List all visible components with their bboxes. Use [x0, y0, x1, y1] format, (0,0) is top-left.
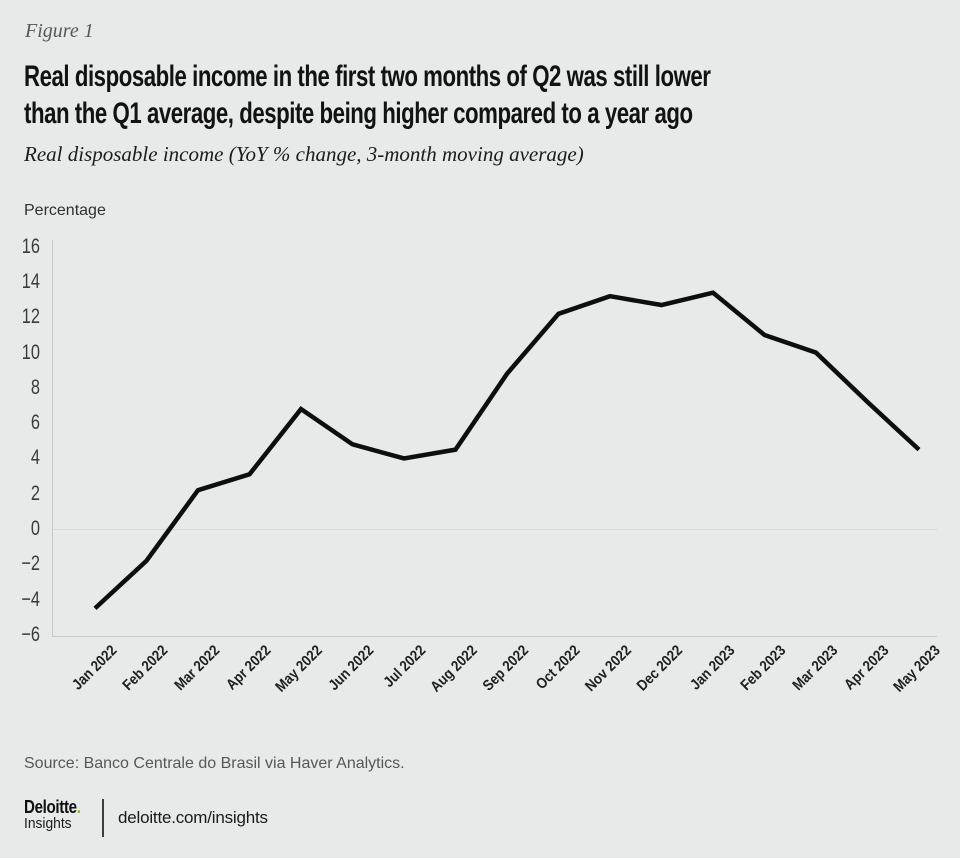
source-note: Source: Banco Centrale do Brasil via Hav… — [24, 755, 405, 772]
chart-title-line2: than the Q1 average, despite being highe… — [24, 97, 693, 130]
y-axis-tick-label: 2 — [30, 481, 40, 505]
brand-insights-label: Insights — [24, 815, 72, 832]
y-axis-tick-label: 8 — [30, 375, 40, 399]
y-axis-tick-label: 6 — [30, 411, 40, 435]
y-axis-tick-label: 12 — [21, 305, 40, 329]
deloitte-insights-logo: Deloitte. Insights — [24, 797, 104, 832]
y-axis-tick-label: 10 — [21, 340, 40, 364]
chart-canvas — [52, 240, 937, 637]
y-axis-tick-label: 0 — [30, 517, 40, 540]
y-axis-tick-label: −4 — [21, 587, 40, 611]
income-line-series — [93, 290, 921, 611]
y-axis-tick-label: −6 — [21, 622, 40, 646]
footer-divider — [102, 799, 104, 837]
brand-wordmark-text: Deloitte — [24, 797, 77, 817]
y-axis-title: Percentage — [24, 202, 106, 219]
y-axis-tick-label: −2 — [21, 552, 40, 576]
chart-title: Real disposable income in the first two … — [24, 58, 711, 132]
figure-label: Figure 1 — [25, 20, 94, 42]
y-axis-tick-label: 14 — [21, 270, 40, 294]
y-axis-tick-label: 16 — [21, 234, 40, 258]
brand-green-dot: . — [76, 797, 81, 817]
deloitte-insights-url[interactable]: deloitte.com/insights — [118, 808, 268, 827]
y-axis-tick-label: 4 — [30, 446, 40, 470]
brand-wordmark: Deloitte. — [24, 797, 91, 817]
chart: 16 14 12 10 8 6 4 2 0 −2 −4 −6 Jan 2022 Feb 2022 Mar 2… — [0, 230, 960, 695]
chart-title-line1: Real disposable income in the first two … — [24, 60, 711, 93]
chart-subtitle: Real disposable income (YoY % change, 3-… — [24, 142, 584, 166]
